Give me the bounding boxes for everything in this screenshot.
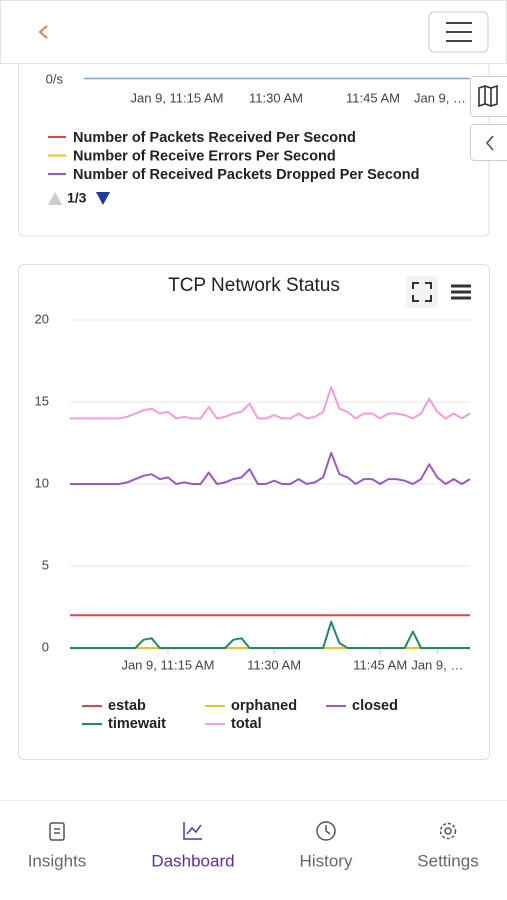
nav-item[interactable]: Dashboard [151,851,234,870]
legend-label[interactable]: estab [108,698,146,714]
pager-text: 1/3 [67,190,87,206]
y-tick-label: 0 [42,639,49,654]
legend-label[interactable]: orphaned [231,698,297,714]
header [0,0,507,64]
insights-icon-lines [54,828,60,834]
y-tick-label: 15 [35,393,49,408]
nav-icons [49,821,457,841]
top-card [18,64,490,237]
top-x-tick-label: Jan 9, … [414,90,466,105]
top-legend-label[interactable]: Number of Receive Errors Per Second [73,148,336,164]
x-tick-label: Jan 9, 11:15 AM [121,657,214,672]
legend-label[interactable]: timewait [108,716,166,732]
x-tick-label: 11:30 AM [247,657,301,672]
tcp-card [18,264,490,760]
nav-item[interactable]: History [300,851,353,870]
fullscreen-button[interactable] [406,276,438,308]
top-legend-label[interactable]: Number of Packets Received Per Second [73,130,356,146]
history-icon [316,821,336,841]
legend-label[interactable]: closed [352,698,398,714]
map-button[interactable] [470,76,507,117]
x-tick-label: 11:45 AM [353,657,407,672]
top-x-tick-label: 11:30 AM [249,90,303,105]
nav-item[interactable]: Insights [28,851,87,870]
top-x-tick-label: Jan 9, 11:15 AM [131,90,224,105]
pager-next[interactable] [96,192,110,205]
dashboard-icon [183,822,202,840]
y-tick-label: 10 [35,475,49,490]
history-icon-hands [325,825,331,835]
menu-button[interactable] [428,11,489,53]
legend-label[interactable]: total [231,716,262,732]
series-line [70,386,471,420]
x-tick-label: Jan 9, … [411,657,463,672]
series-line [70,620,470,649]
collapse-button[interactable] [470,124,507,161]
settings-icon-center [444,827,452,835]
top-y-tick-label: 0/s [46,71,64,86]
chart-title: TCP Network Status [168,275,340,296]
insights-icon [49,822,65,841]
pager-prev[interactable] [48,192,62,205]
y-tick-label: 20 [35,311,49,326]
settings-icon [439,822,457,840]
y-tick-label: 5 [42,557,49,572]
back-button[interactable] [38,25,48,39]
top-legend-label[interactable]: Number of Received Packets Dropped Per S… [73,167,420,183]
series-line [70,451,471,485]
nav-item[interactable]: Settings [417,851,478,870]
top-x-tick-label: 11:45 AM [346,90,400,105]
chart-menu-button[interactable] [451,284,471,300]
